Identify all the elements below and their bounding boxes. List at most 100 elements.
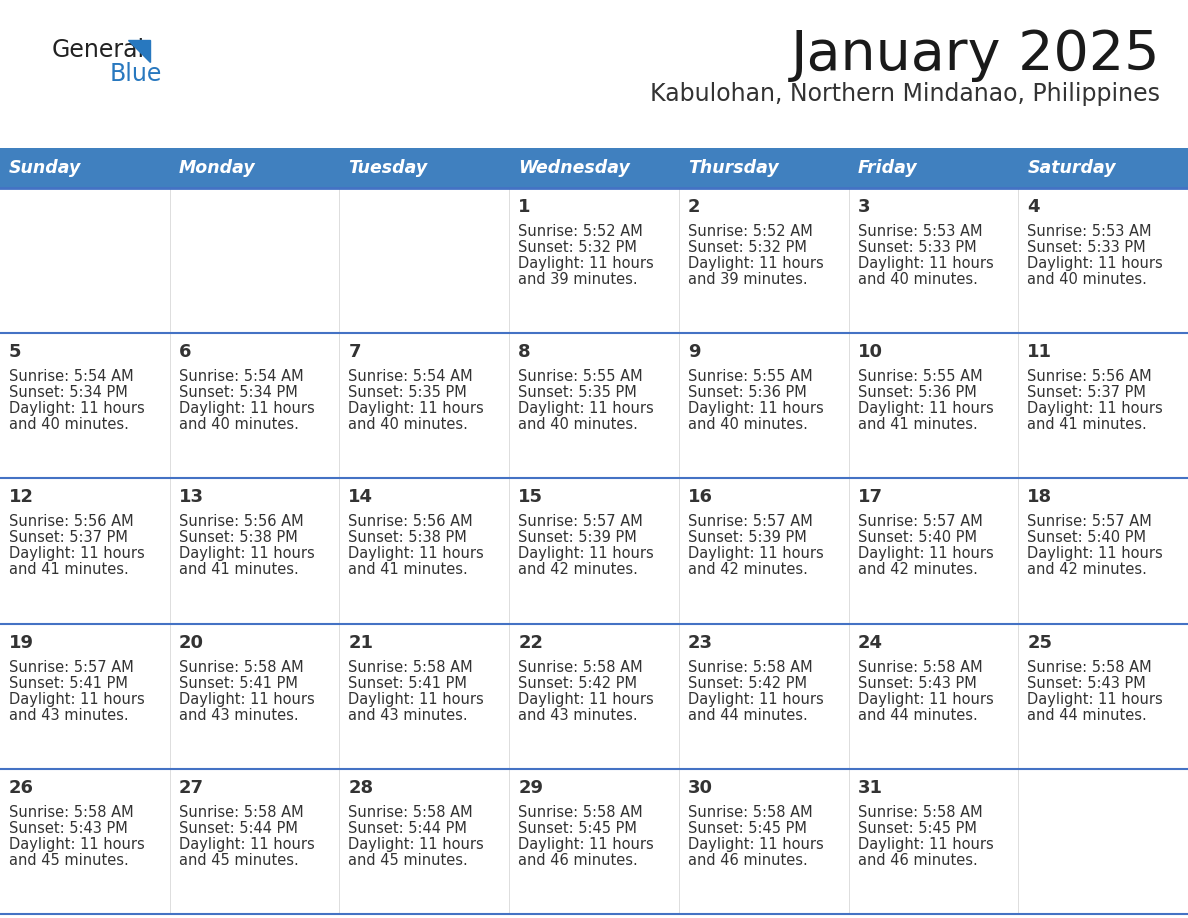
Text: General: General <box>52 38 145 62</box>
Text: Sunset: 5:35 PM: Sunset: 5:35 PM <box>348 386 467 400</box>
Text: 17: 17 <box>858 488 883 507</box>
Bar <box>848 148 1018 188</box>
Text: Sunset: 5:44 PM: Sunset: 5:44 PM <box>348 821 467 835</box>
Text: Daylight: 11 hours: Daylight: 11 hours <box>858 837 993 852</box>
Text: 19: 19 <box>10 633 34 652</box>
Text: 6: 6 <box>178 343 191 361</box>
Text: Daylight: 11 hours: Daylight: 11 hours <box>688 691 823 707</box>
Text: 8: 8 <box>518 343 531 361</box>
Text: Daylight: 11 hours: Daylight: 11 hours <box>518 401 653 416</box>
Text: and 43 minutes.: and 43 minutes. <box>10 708 128 722</box>
Text: 25: 25 <box>1028 633 1053 652</box>
Text: Sunset: 5:37 PM: Sunset: 5:37 PM <box>1028 386 1146 400</box>
Text: Daylight: 11 hours: Daylight: 11 hours <box>518 691 653 707</box>
Text: Daylight: 11 hours: Daylight: 11 hours <box>10 401 145 416</box>
Text: Daylight: 11 hours: Daylight: 11 hours <box>518 837 653 852</box>
Text: 11: 11 <box>1028 343 1053 361</box>
Text: and 40 minutes.: and 40 minutes. <box>178 417 298 432</box>
Text: Sunrise: 5:57 AM: Sunrise: 5:57 AM <box>10 660 134 675</box>
Text: Sunset: 5:42 PM: Sunset: 5:42 PM <box>518 676 637 690</box>
Text: and 44 minutes.: and 44 minutes. <box>858 708 978 722</box>
Text: January 2025: January 2025 <box>790 28 1159 82</box>
Text: Daylight: 11 hours: Daylight: 11 hours <box>178 546 315 562</box>
Text: and 45 minutes.: and 45 minutes. <box>178 853 298 868</box>
Text: 4: 4 <box>1028 198 1040 216</box>
Text: 29: 29 <box>518 778 543 797</box>
Text: and 42 minutes.: and 42 minutes. <box>518 563 638 577</box>
Text: 10: 10 <box>858 343 883 361</box>
Text: Sunrise: 5:58 AM: Sunrise: 5:58 AM <box>858 805 982 820</box>
Text: Sunset: 5:39 PM: Sunset: 5:39 PM <box>518 531 637 545</box>
Text: and 43 minutes.: and 43 minutes. <box>348 708 468 722</box>
Text: 15: 15 <box>518 488 543 507</box>
Text: and 43 minutes.: and 43 minutes. <box>178 708 298 722</box>
Text: Tuesday: Tuesday <box>348 159 428 177</box>
Text: Daylight: 11 hours: Daylight: 11 hours <box>688 256 823 271</box>
Text: 5: 5 <box>10 343 21 361</box>
Text: Sunset: 5:39 PM: Sunset: 5:39 PM <box>688 531 807 545</box>
Text: and 41 minutes.: and 41 minutes. <box>10 563 128 577</box>
Text: 3: 3 <box>858 198 870 216</box>
Text: and 39 minutes.: and 39 minutes. <box>688 272 808 287</box>
Text: Friday: Friday <box>858 159 917 177</box>
Text: Sunrise: 5:55 AM: Sunrise: 5:55 AM <box>858 369 982 385</box>
Text: and 45 minutes.: and 45 minutes. <box>10 853 128 868</box>
Text: Sunrise: 5:58 AM: Sunrise: 5:58 AM <box>858 660 982 675</box>
Text: 12: 12 <box>10 488 34 507</box>
Text: Sunset: 5:40 PM: Sunset: 5:40 PM <box>1028 531 1146 545</box>
Text: Sunset: 5:32 PM: Sunset: 5:32 PM <box>518 240 637 255</box>
Text: Sunset: 5:41 PM: Sunset: 5:41 PM <box>10 676 128 690</box>
Bar <box>1018 148 1188 188</box>
Text: and 41 minutes.: and 41 minutes. <box>1028 417 1148 432</box>
Text: and 46 minutes.: and 46 minutes. <box>518 853 638 868</box>
Text: Sunrise: 5:56 AM: Sunrise: 5:56 AM <box>178 514 303 530</box>
Text: 27: 27 <box>178 778 203 797</box>
Text: Sunrise: 5:52 AM: Sunrise: 5:52 AM <box>688 224 813 239</box>
Text: Sunrise: 5:58 AM: Sunrise: 5:58 AM <box>688 805 813 820</box>
Text: Daylight: 11 hours: Daylight: 11 hours <box>688 837 823 852</box>
Text: Sunrise: 5:57 AM: Sunrise: 5:57 AM <box>1028 514 1152 530</box>
Text: and 40 minutes.: and 40 minutes. <box>858 272 978 287</box>
Text: Sunset: 5:41 PM: Sunset: 5:41 PM <box>348 676 467 690</box>
Text: 30: 30 <box>688 778 713 797</box>
Text: Sunrise: 5:53 AM: Sunrise: 5:53 AM <box>1028 224 1152 239</box>
Text: Sunset: 5:38 PM: Sunset: 5:38 PM <box>348 531 467 545</box>
Text: Sunset: 5:45 PM: Sunset: 5:45 PM <box>688 821 807 835</box>
Text: Sunrise: 5:58 AM: Sunrise: 5:58 AM <box>178 805 303 820</box>
Text: Sunset: 5:40 PM: Sunset: 5:40 PM <box>858 531 977 545</box>
Bar <box>678 148 848 188</box>
Bar <box>340 148 510 188</box>
Text: Daylight: 11 hours: Daylight: 11 hours <box>858 401 993 416</box>
Text: Daylight: 11 hours: Daylight: 11 hours <box>1028 256 1163 271</box>
Text: Thursday: Thursday <box>688 159 778 177</box>
Text: and 46 minutes.: and 46 minutes. <box>858 853 978 868</box>
Text: and 40 minutes.: and 40 minutes. <box>518 417 638 432</box>
Text: Daylight: 11 hours: Daylight: 11 hours <box>858 546 993 562</box>
Text: Sunrise: 5:54 AM: Sunrise: 5:54 AM <box>10 369 133 385</box>
Text: 7: 7 <box>348 343 361 361</box>
Text: Sunset: 5:38 PM: Sunset: 5:38 PM <box>178 531 297 545</box>
Polygon shape <box>128 40 150 62</box>
Text: 23: 23 <box>688 633 713 652</box>
Text: Sunrise: 5:58 AM: Sunrise: 5:58 AM <box>1028 660 1152 675</box>
Text: Sunday: Sunday <box>10 159 81 177</box>
Text: 18: 18 <box>1028 488 1053 507</box>
Text: and 40 minutes.: and 40 minutes. <box>688 417 808 432</box>
Text: Sunrise: 5:57 AM: Sunrise: 5:57 AM <box>858 514 982 530</box>
Text: 26: 26 <box>10 778 34 797</box>
Text: 31: 31 <box>858 778 883 797</box>
Text: Sunrise: 5:52 AM: Sunrise: 5:52 AM <box>518 224 643 239</box>
Text: Sunset: 5:34 PM: Sunset: 5:34 PM <box>10 386 128 400</box>
Text: Sunset: 5:36 PM: Sunset: 5:36 PM <box>858 386 977 400</box>
Text: Saturday: Saturday <box>1028 159 1116 177</box>
Text: and 39 minutes.: and 39 minutes. <box>518 272 638 287</box>
Text: 28: 28 <box>348 778 373 797</box>
Text: Daylight: 11 hours: Daylight: 11 hours <box>1028 546 1163 562</box>
Text: Sunrise: 5:55 AM: Sunrise: 5:55 AM <box>518 369 643 385</box>
Text: and 40 minutes.: and 40 minutes. <box>1028 272 1148 287</box>
Text: Sunset: 5:43 PM: Sunset: 5:43 PM <box>1028 676 1146 690</box>
Text: Kabulohan, Northern Mindanao, Philippines: Kabulohan, Northern Mindanao, Philippine… <box>650 82 1159 106</box>
Text: 13: 13 <box>178 488 203 507</box>
Text: Monday: Monday <box>178 159 255 177</box>
Text: Sunset: 5:41 PM: Sunset: 5:41 PM <box>178 676 297 690</box>
